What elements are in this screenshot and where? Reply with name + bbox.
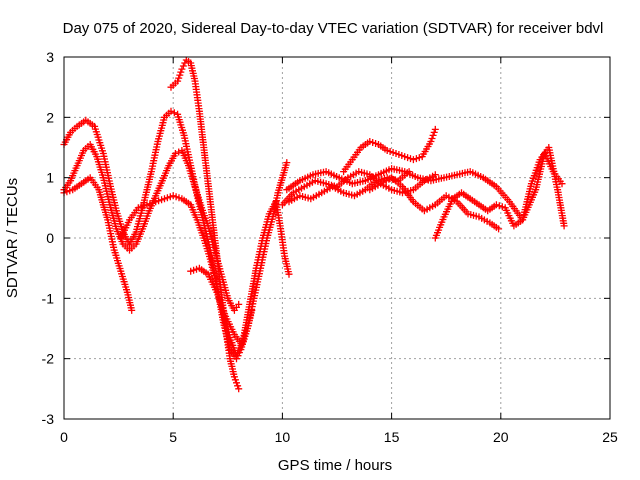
data-point <box>176 71 184 79</box>
data-points <box>60 56 568 393</box>
data-point <box>386 148 394 155</box>
data-point <box>285 270 293 278</box>
data-point <box>409 156 417 164</box>
data-point <box>178 65 186 73</box>
grid <box>64 57 610 419</box>
y-tick-label: -1 <box>42 290 55 306</box>
data-point <box>128 306 136 314</box>
data-point <box>175 74 183 82</box>
data-point <box>177 68 185 76</box>
y-tick-label: 1 <box>46 170 54 186</box>
y-tick-label: 3 <box>46 49 54 65</box>
y-axis-label: SDTVAR / TECUs <box>4 178 21 298</box>
data-point <box>248 306 256 314</box>
x-tick-label: 0 <box>60 429 68 445</box>
data-point <box>235 385 243 393</box>
data-point <box>431 171 439 179</box>
data-point <box>431 125 439 133</box>
x-tick-label: 5 <box>169 429 177 445</box>
data-point <box>428 135 436 142</box>
x-tick-label: 20 <box>493 429 509 445</box>
axis-ticks: -3 -2 -1 0 1 2 3 0 5 10 15 20 25 <box>42 49 618 445</box>
data-point <box>558 180 566 188</box>
y-tick-label: 0 <box>46 230 54 246</box>
chart-title: Day 075 of 2020, Sidereal Day-to-day VTE… <box>63 20 604 37</box>
data-point <box>283 159 291 167</box>
data-point <box>230 373 238 381</box>
data-point <box>167 107 175 115</box>
data-point <box>234 382 242 390</box>
data-point <box>181 59 189 67</box>
data-point <box>560 222 568 230</box>
data-point <box>405 168 413 176</box>
data-point <box>235 300 243 308</box>
data-point <box>155 197 163 205</box>
data-point <box>495 225 503 233</box>
data-point <box>171 150 179 157</box>
data-point <box>231 376 239 384</box>
x-tick-label: 15 <box>384 429 400 445</box>
x-axis-label: GPS time / hours <box>278 457 392 474</box>
x-tick-label: 10 <box>275 429 291 445</box>
y-tick-label: -3 <box>42 411 55 427</box>
data-point <box>427 138 435 145</box>
data-point <box>175 148 183 156</box>
data-point <box>170 109 178 117</box>
data-point <box>495 202 503 210</box>
y-tick-label: -2 <box>42 351 55 367</box>
data-point <box>429 131 437 139</box>
y-tick-label: 2 <box>46 109 54 125</box>
data-point <box>174 77 182 85</box>
x-tick-label: 25 <box>602 429 618 445</box>
data-point <box>179 62 187 70</box>
data-point <box>430 128 438 136</box>
data-point <box>233 379 240 387</box>
